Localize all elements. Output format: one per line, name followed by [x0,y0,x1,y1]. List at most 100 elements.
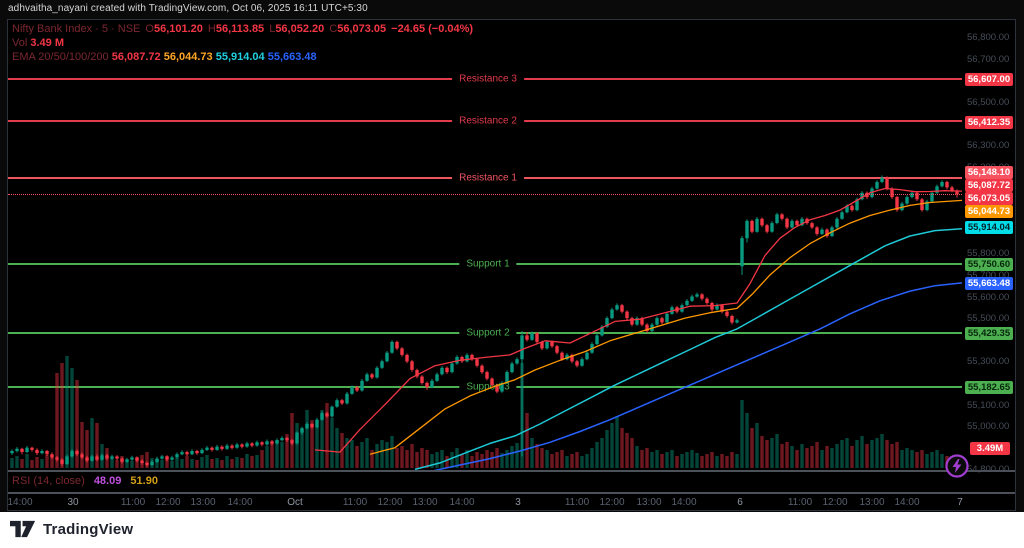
level-label: Support 3 [459,381,517,393]
time-axis-separator [8,492,1015,494]
candle-body [425,382,429,388]
candle-body [800,218,804,226]
volume-bar [810,446,814,468]
price-tick: 56,300.00 [967,140,1010,152]
volume-bar [50,456,54,468]
price-tick: 55,700.00 [967,269,1010,281]
volume-bar [415,452,419,468]
volume-bar [735,454,739,468]
candle-body [790,220,794,228]
candle-body [585,352,589,360]
volume-bar [555,452,559,468]
candle-body [160,456,164,459]
ema50-value: 56,044.73 [163,51,213,63]
candle-body [550,341,554,347]
candle-body [660,318,664,323]
volume-bar [320,410,324,468]
candle-body [115,456,119,459]
ema200-line [433,282,962,470]
level-line-resistance-3: Resistance 3 [8,73,962,85]
candle-body [255,442,259,446]
price-badge: 55,750.60 [965,257,1013,271]
candle-body [340,400,344,404]
candle-body [780,214,784,219]
volume-bar [935,450,939,468]
footer: TradingView [0,512,1024,548]
volume-bar [620,428,624,468]
volume-bar [885,440,889,468]
candle-body [375,367,379,378]
candle-body [655,318,659,325]
volume-bar [545,450,549,468]
candle-body [220,446,224,449]
volume-bar [610,423,614,468]
volume-bar [825,446,829,468]
ema100-line [414,227,962,470]
time-label-date: Oct [287,497,303,508]
level-line-resistance-1: Resistance 1 [8,172,962,184]
candle-body [885,177,889,189]
candle-body [235,444,239,448]
volume-bar [600,438,604,468]
volume-bar [845,438,849,468]
time-label: 12:00 [599,497,625,508]
lightning-badge-icon[interactable] [944,453,970,479]
volume-bar [795,450,799,468]
candle-body [320,413,324,420]
volume-bar [525,413,529,468]
volume-bar [700,456,704,468]
ema200-value: 55,663.48 [267,51,317,63]
candle-body [480,365,484,373]
candle-body [825,229,829,237]
candle-body [430,380,434,388]
volume-bar [590,448,594,468]
candle-body [560,352,564,360]
volume-bar [305,410,309,468]
price-tick: 56,500.00 [967,97,1010,109]
candle-body [405,354,409,362]
tradingview-logo[interactable]: TradingView [10,520,133,538]
volume-bar [805,448,809,468]
credit-text: adhvaitha_nayani created with TradingVie… [8,3,368,14]
volume-bar [840,440,844,468]
time-label: 13:00 [859,497,885,508]
price-tick: 55,000.00 [967,421,1010,433]
high-label: H [207,23,216,35]
candle-body [140,460,144,463]
candle-body [70,451,74,457]
volume-bar [900,450,904,468]
volume-bar [515,443,519,468]
volume-bar [20,459,24,468]
pane-separator[interactable] [8,470,1015,472]
candle-body [175,454,179,458]
price-badge: 56,607.00 [965,72,1013,86]
volume-bar [225,456,229,468]
candle-body [760,218,764,226]
volume-bar [740,400,744,468]
volume-label: Vol [12,37,28,49]
candle-body [770,223,774,232]
volume-bar [375,444,379,468]
level-line-support-2: Support 2 [8,327,962,339]
candle-body [705,298,709,303]
volume-bar [550,454,554,468]
candle-body [595,335,599,344]
candle-body [20,448,24,452]
candle-body [505,372,509,383]
candle-body [625,311,629,319]
candle-body [455,357,459,364]
volume-bar [855,440,859,468]
candle-body [50,454,54,458]
candle-body [150,461,154,465]
candle-body [515,359,519,364]
candle-body [60,459,64,464]
volume-bar [915,452,919,468]
candle-body [225,445,229,449]
time-label-date: 7 [957,497,963,508]
candle-body [510,363,514,373]
candle-body [535,333,539,342]
candle-body [925,201,929,211]
candle-body [840,212,844,219]
